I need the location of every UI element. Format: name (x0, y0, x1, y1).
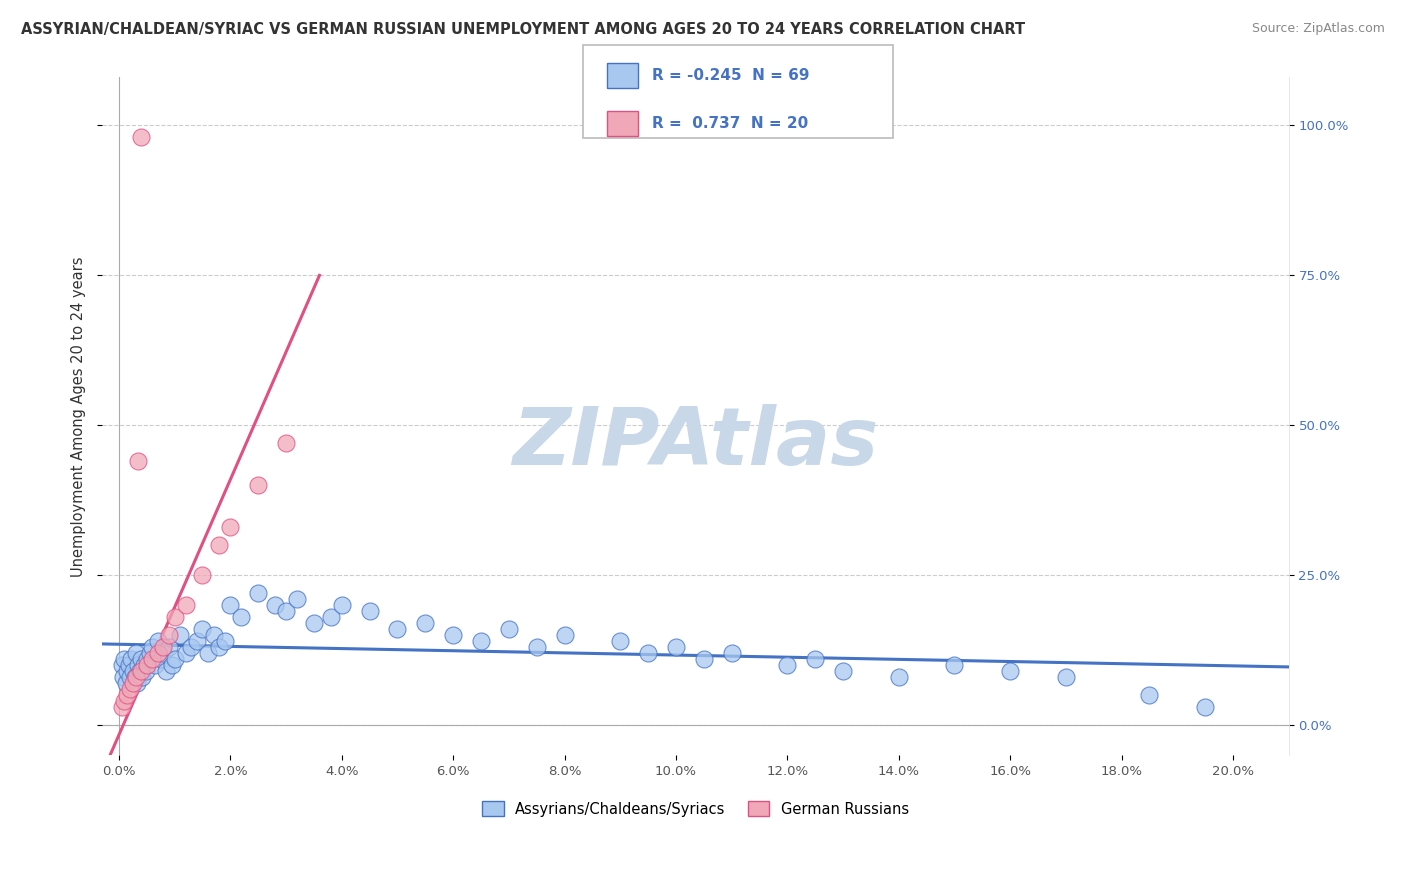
Text: R =  0.737  N = 20: R = 0.737 N = 20 (652, 116, 808, 130)
Point (665, 640, 688, 655)
Point (127, 454, 149, 468)
Point (146, 634, 169, 648)
Point (129, 130, 152, 145)
Point (111, 658, 134, 673)
Point (231, 610, 253, 624)
Point (146, 646, 169, 660)
Point (112, 670, 135, 684)
Point (1139, 688, 1161, 702)
Y-axis label: Unemployment Among Ages 20 to 24 years: Unemployment Among Ages 20 to 24 years (72, 256, 86, 576)
Point (776, 658, 799, 673)
Point (186, 634, 208, 648)
Point (135, 658, 157, 673)
Point (247, 478, 270, 492)
Point (832, 665, 855, 679)
Point (174, 646, 197, 660)
Point (554, 628, 576, 642)
Point (129, 665, 152, 679)
Point (498, 622, 520, 636)
Point (120, 682, 142, 697)
Point (141, 652, 163, 666)
Point (887, 670, 910, 684)
Point (998, 665, 1021, 679)
Point (155, 665, 177, 679)
Point (124, 670, 146, 684)
Point (117, 665, 139, 679)
Point (264, 599, 287, 613)
Point (135, 652, 157, 666)
Point (637, 646, 659, 660)
Point (191, 622, 214, 636)
Point (274, 436, 297, 450)
Point (163, 652, 186, 666)
Point (202, 628, 225, 642)
Point (127, 658, 149, 673)
Point (143, 658, 166, 673)
Point (135, 665, 157, 679)
Text: ASSYRIAN/CHALDEAN/SYRIAC VS GERMAN RUSSIAN UNEMPLOYMENT AMONG AGES 20 TO 24 YEAR: ASSYRIAN/CHALDEAN/SYRIAC VS GERMAN RUSSI… (21, 22, 1025, 37)
Point (330, 599, 353, 613)
Point (160, 658, 183, 673)
Point (1054, 670, 1077, 684)
Point (1194, 700, 1216, 714)
Point (302, 616, 325, 631)
Point (441, 628, 464, 642)
Point (609, 634, 631, 648)
Point (214, 634, 236, 648)
Point (180, 640, 202, 655)
Point (132, 658, 155, 673)
Point (943, 658, 966, 673)
Point (387, 622, 409, 636)
Point (174, 599, 197, 613)
Point (526, 640, 548, 655)
Point (163, 610, 186, 624)
Point (121, 665, 143, 679)
Point (141, 640, 163, 655)
Point (120, 670, 142, 684)
Point (125, 676, 148, 690)
Point (208, 640, 231, 655)
Point (114, 694, 136, 708)
Text: R = -0.245  N = 69: R = -0.245 N = 69 (652, 69, 810, 83)
Point (359, 604, 381, 618)
Point (138, 646, 160, 660)
Point (118, 658, 141, 673)
Point (191, 568, 214, 582)
Point (149, 652, 172, 666)
Point (804, 652, 827, 666)
Point (219, 599, 242, 613)
Point (120, 652, 142, 666)
Point (219, 520, 242, 534)
Point (124, 646, 146, 660)
Point (274, 604, 297, 618)
Point (693, 652, 716, 666)
Text: ZIPAtlas: ZIPAtlas (512, 404, 879, 483)
Point (111, 700, 134, 714)
Point (124, 670, 146, 684)
Legend: Assyrians/Chaldeans/Syriacs, German Russians: Assyrians/Chaldeans/Syriacs, German Russ… (475, 796, 915, 822)
Point (152, 646, 174, 660)
Point (114, 676, 136, 690)
Point (285, 592, 308, 607)
Point (169, 628, 191, 642)
Point (197, 646, 219, 660)
Point (152, 640, 174, 655)
Point (121, 676, 143, 690)
Point (157, 628, 180, 642)
Point (129, 665, 152, 679)
Point (470, 634, 492, 648)
Point (720, 646, 742, 660)
Text: Source: ZipAtlas.com: Source: ZipAtlas.com (1251, 22, 1385, 36)
Point (208, 538, 231, 552)
Point (413, 616, 436, 631)
Point (117, 688, 139, 702)
Point (247, 586, 270, 600)
Point (319, 610, 342, 624)
Point (131, 670, 153, 684)
Point (129, 652, 152, 666)
Point (114, 652, 136, 666)
Point (157, 640, 180, 655)
